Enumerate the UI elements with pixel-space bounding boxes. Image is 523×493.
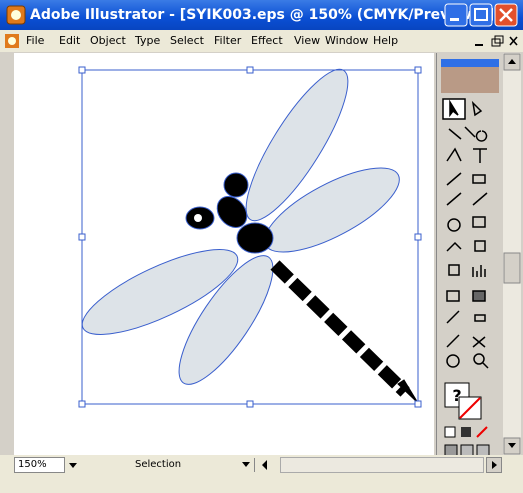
eye-spot: [194, 214, 202, 222]
zoom-field[interactable]: 150%: [14, 457, 65, 473]
toolbox-logo: [441, 67, 499, 93]
tool-icons: ?: [437, 53, 503, 463]
zoom-dropdown[interactable]: [66, 458, 80, 472]
artwork: [14, 53, 434, 455]
window-title: Adobe Illustrator - [SYIK003.eps @ 150% …: [30, 0, 494, 30]
toolbox: ?: [436, 53, 503, 463]
menu-item[interactable]: Filter: [212, 30, 243, 52]
menu-item[interactable]: Type: [133, 30, 162, 52]
toolbox-header: [441, 59, 499, 67]
menu-item[interactable]: View: [292, 30, 322, 52]
dragonfly: [72, 58, 418, 403]
horizontal-scrollbar[interactable]: [280, 457, 484, 473]
minimize-button[interactable]: [445, 4, 467, 26]
scroll-parts: [503, 53, 521, 455]
color-mode[interactable]: [445, 427, 455, 437]
menu-item[interactable]: Window: [323, 30, 370, 52]
head: [224, 173, 248, 197]
vertical-scrollbar[interactable]: [503, 53, 521, 455]
menu-item[interactable]: Select: [168, 30, 206, 52]
doc-controls: [472, 31, 522, 51]
app-icon: [6, 5, 26, 25]
status-arrows[interactable]: [240, 457, 280, 473]
title-bar: Adobe Illustrator - [SYIK003.eps @ 150% …: [0, 0, 523, 30]
scroll-right[interactable]: [486, 457, 502, 473]
tool-name: Selection: [135, 459, 181, 470]
doc-close[interactable]: [510, 37, 517, 45]
maximize-button[interactable]: [470, 4, 492, 26]
doc-icon: [4, 33, 20, 49]
menu-item[interactable]: Help: [371, 30, 400, 52]
illustrator-window: Adobe Illustrator - [SYIK003.eps @ 150% …: [0, 0, 523, 493]
doc-restore[interactable]: [492, 36, 503, 46]
tools[interactable]: [443, 99, 488, 368]
abdomen: [275, 265, 405, 392]
zoom-value: 150%: [18, 459, 47, 470]
gradient-mode[interactable]: [461, 427, 471, 437]
menu-item[interactable]: Edit: [57, 30, 82, 52]
window-controls: [444, 3, 520, 27]
status-bar: 150% Selection: [0, 455, 523, 493]
thorax: [237, 223, 273, 253]
doc-minimize[interactable]: [475, 44, 483, 46]
menu-item[interactable]: Object: [88, 30, 128, 52]
menu-item[interactable]: Effect: [249, 30, 285, 52]
close-button[interactable]: [495, 4, 517, 26]
tool-status[interactable]: Selection: [135, 457, 181, 473]
none-mode[interactable]: [477, 427, 487, 437]
artboard: [14, 53, 434, 455]
menu-item[interactable]: File: [24, 30, 46, 52]
